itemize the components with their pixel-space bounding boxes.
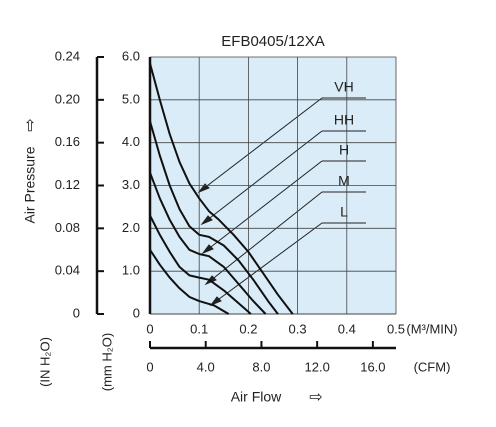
x2-tick-label: 8.0 — [252, 359, 270, 374]
curve-leaders — [197, 97, 366, 307]
curve-label: H — [339, 142, 349, 158]
x2-unit-label: (CFM) — [414, 359, 451, 374]
curve-label: HH — [334, 112, 354, 128]
y2-tick-label: 0.04 — [55, 263, 80, 278]
y2-tick-label: 0.20 — [55, 91, 80, 106]
curve-label: M — [338, 173, 350, 189]
x-unit-label: (M³/MIN) — [406, 321, 457, 336]
y-tick-label: 5.0 — [122, 91, 140, 106]
y-tick-label: 3.0 — [122, 177, 140, 192]
leader-line — [205, 130, 323, 222]
x-tick-label: 0.1 — [190, 321, 208, 336]
y2-unit-label: (IN H₂O) — [37, 337, 52, 387]
leader-arrow — [200, 215, 213, 226]
y2-tick-label: 0.16 — [55, 134, 80, 149]
y-tick-label: 4.0 — [122, 134, 140, 149]
x2-tick-label: 16.0 — [360, 359, 385, 374]
curve-label: L — [340, 204, 348, 220]
leader-line — [206, 160, 323, 251]
x-arrow-icon: ⇨ — [309, 389, 322, 406]
x-tick-label: 0.3 — [289, 321, 307, 336]
curve — [149, 215, 252, 315]
x2-tick-label: 4.0 — [197, 359, 215, 374]
curve — [149, 63, 294, 315]
y-tick-label: 2.0 — [122, 220, 140, 235]
leader-line — [214, 222, 323, 303]
x2-tick-label: 12.0 — [305, 359, 330, 374]
x-tick-label: 0.4 — [338, 321, 356, 336]
y-unit-label: (mm H₂O) — [99, 333, 114, 391]
y2-tick-label: 0.12 — [55, 177, 80, 192]
x-tick-label: 0.2 — [239, 321, 257, 336]
curve — [149, 121, 279, 315]
y-tick-label: 6.0 — [122, 48, 140, 63]
leader-line — [209, 191, 323, 282]
y2-tick-label: 0 — [73, 305, 80, 320]
leader-arrow — [209, 296, 222, 307]
leader-line — [202, 97, 323, 190]
x-axis-label: Air Flow — [231, 389, 282, 405]
y2-tick-label: 0.08 — [55, 220, 80, 235]
y-arrow-icon: ⇨ — [22, 118, 39, 131]
x2-tick-label: 0 — [146, 359, 153, 374]
x-tick-label: 0 — [146, 321, 153, 336]
curve — [149, 249, 230, 315]
curve — [149, 172, 267, 315]
y2-tick-label: 0.24 — [55, 48, 80, 63]
y-axis-label: Air Pressure — [22, 146, 38, 223]
chart-title: EFB0405/12XA — [221, 33, 324, 50]
y-tick-label: 0 — [133, 305, 140, 320]
curve-label: VH — [334, 79, 353, 95]
leader-arrow — [201, 244, 214, 255]
x-tick-label: 0.5 — [387, 321, 405, 336]
leader-arrow — [197, 183, 210, 194]
y-tick-label: 1.0 — [122, 263, 140, 278]
